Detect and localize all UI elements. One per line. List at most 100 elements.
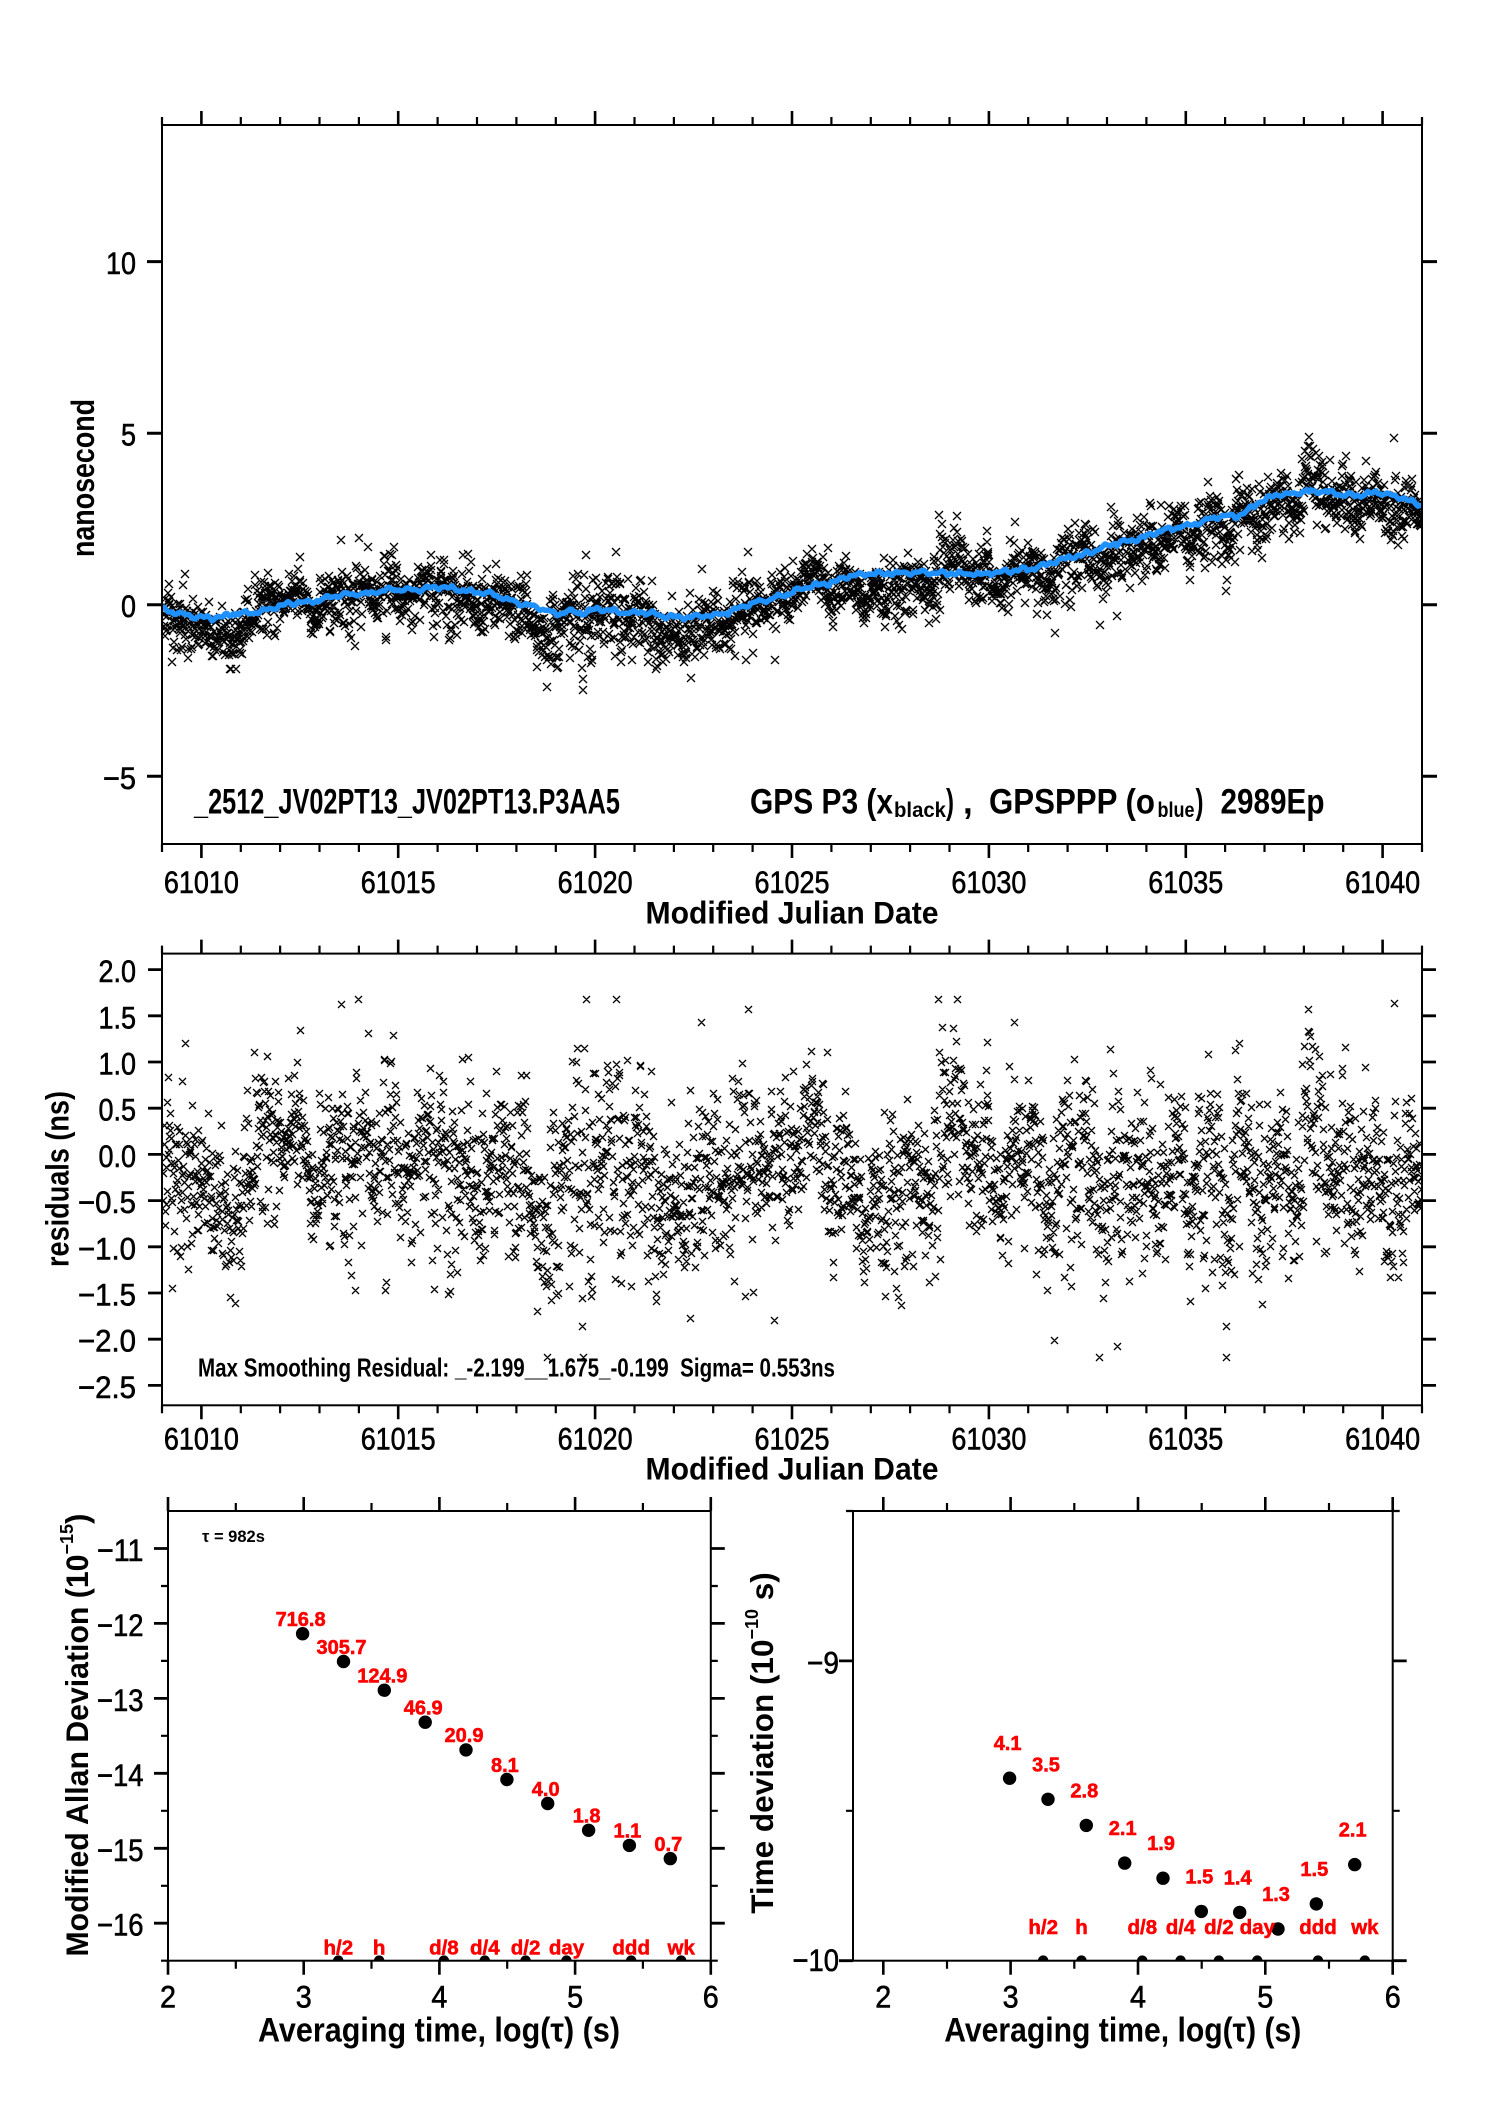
svg-text:Modified Allan Deviation (10−1: Modified Allan Deviation (10−15) — [57, 1513, 95, 1956]
svg-text:61035: 61035 — [1148, 864, 1223, 900]
svg-text:0.5: 0.5 — [99, 1092, 137, 1128]
svg-text:61025: 61025 — [755, 864, 830, 900]
svg-text:τ = 982s: τ = 982s — [202, 1528, 265, 1546]
svg-text:−1.0: −1.0 — [78, 1230, 136, 1266]
svg-text:46.9: 46.9 — [404, 1698, 443, 1720]
svg-text:Max Smoothing Residual: _-2.19: Max Smoothing Residual: _-2.199__1.675_-… — [198, 1352, 835, 1382]
svg-text:8.1: 8.1 — [491, 1755, 519, 1777]
svg-text:3: 3 — [296, 1979, 312, 2015]
svg-text:305.7: 305.7 — [316, 1637, 366, 1659]
svg-text:−13: −13 — [97, 1682, 144, 1718]
svg-text:day: day — [1240, 1916, 1276, 1939]
svg-text:2.8: 2.8 — [1070, 1780, 1098, 1802]
svg-text:2: 2 — [160, 1979, 176, 2015]
svg-text:61015: 61015 — [361, 864, 436, 900]
svg-text:Modified Julian Date: Modified Julian Date — [646, 1451, 939, 1487]
svg-text:d/4: d/4 — [1166, 1916, 1196, 1939]
svg-text:1.5: 1.5 — [1300, 1859, 1328, 1881]
svg-text:−10: −10 — [793, 1942, 840, 1978]
svg-text:1.5: 1.5 — [1185, 1866, 1213, 1888]
svg-text:d/2: d/2 — [511, 1937, 541, 1960]
svg-text:61010: 61010 — [164, 864, 239, 900]
svg-text:61030: 61030 — [951, 864, 1026, 900]
svg-text:61020: 61020 — [558, 1421, 633, 1457]
svg-text:ddd: ddd — [612, 1937, 650, 1960]
svg-text:1.3: 1.3 — [1262, 1884, 1290, 1906]
svg-text:6: 6 — [1385, 1979, 1401, 2015]
svg-text:5: 5 — [1257, 1979, 1273, 2015]
svg-text:−12: −12 — [97, 1607, 144, 1643]
svg-text:0: 0 — [121, 588, 136, 624]
svg-text:ddd: ddd — [1299, 1916, 1337, 1939]
svg-text:−16: −16 — [97, 1907, 144, 1943]
svg-text:wk: wk — [1350, 1916, 1379, 1939]
svg-text:1.1: 1.1 — [613, 1821, 641, 1843]
svg-text:5: 5 — [567, 1979, 583, 2015]
svg-text:3: 3 — [1003, 1979, 1019, 2015]
svg-text:61010: 61010 — [164, 1421, 239, 1457]
svg-text:Modified Julian Date: Modified Julian Date — [646, 895, 939, 931]
svg-text:2.0: 2.0 — [99, 953, 137, 989]
svg-text:61015: 61015 — [361, 1421, 436, 1457]
svg-text:4.1: 4.1 — [994, 1733, 1022, 1755]
svg-text:blue: blue — [1158, 798, 1195, 822]
svg-text:716.8: 716.8 — [276, 1609, 326, 1631]
svg-text:GPSPPP (o: GPSPPP (o — [989, 783, 1155, 822]
svg-text:−9: −9 — [807, 1644, 839, 1680]
svg-text:−11: −11 — [97, 1532, 144, 1568]
svg-text:nanosecond: nanosecond — [65, 399, 101, 557]
svg-text:−2.0: −2.0 — [78, 1323, 136, 1359]
svg-text:): ) — [946, 783, 954, 822]
svg-text:2989Ep: 2989Ep — [1221, 783, 1325, 822]
svg-text:−14: −14 — [97, 1757, 144, 1793]
svg-text:20.9: 20.9 — [445, 1725, 484, 1747]
svg-text:black: black — [894, 798, 946, 822]
svg-text:1.0: 1.0 — [99, 1046, 137, 1082]
svg-text:1.4: 1.4 — [1224, 1867, 1253, 1889]
svg-text:h: h — [373, 1937, 386, 1960]
svg-text:Averaging time, log(τ) (s): Averaging time, log(τ) (s) — [258, 2012, 620, 2050]
svg-text:4: 4 — [1130, 1979, 1146, 2015]
svg-text:d/8: d/8 — [429, 1937, 459, 1960]
svg-text:Time deviation (10−10 s): Time deviation (10−10 s) — [742, 1572, 780, 1914]
svg-text:1.8: 1.8 — [573, 1806, 601, 1828]
svg-text:1.9: 1.9 — [1147, 1833, 1175, 1855]
svg-text:_2512_JV02PT13_JV02PT13.P3AA5: _2512_JV02PT13_JV02PT13.P3AA5 — [193, 783, 620, 822]
svg-text:−15: −15 — [97, 1832, 144, 1868]
svg-text:,: , — [963, 783, 973, 822]
svg-text:2: 2 — [875, 1979, 891, 2015]
svg-text:61040: 61040 — [1345, 864, 1420, 900]
svg-text:day: day — [549, 1937, 585, 1960]
svg-text:d/2: d/2 — [1204, 1916, 1234, 1939]
svg-text:h/2: h/2 — [323, 1937, 353, 1960]
svg-text:10: 10 — [106, 245, 136, 281]
svg-text:0.7: 0.7 — [654, 1834, 682, 1856]
svg-text:2.1: 2.1 — [1339, 1820, 1367, 1842]
svg-text:−0.5: −0.5 — [78, 1184, 136, 1220]
svg-text:): ) — [1196, 783, 1204, 822]
svg-text:h/2: h/2 — [1028, 1916, 1058, 1939]
svg-text:6: 6 — [703, 1979, 719, 2015]
svg-text:5: 5 — [121, 417, 136, 453]
svg-text:1.5: 1.5 — [99, 999, 137, 1035]
svg-text:−2.5: −2.5 — [78, 1369, 136, 1405]
svg-text:wk: wk — [667, 1937, 696, 1960]
svg-text:GPS P3 (x: GPS P3 (x — [750, 783, 893, 822]
svg-text:61035: 61035 — [1148, 1421, 1223, 1457]
svg-text:0.0: 0.0 — [99, 1138, 137, 1174]
svg-text:h: h — [1075, 1916, 1088, 1939]
svg-text:61030: 61030 — [951, 1421, 1026, 1457]
svg-text:3.5: 3.5 — [1032, 1754, 1060, 1776]
svg-text:4: 4 — [431, 1979, 447, 2015]
svg-text:−5: −5 — [103, 760, 136, 796]
svg-text:61020: 61020 — [558, 864, 633, 900]
svg-text:61040: 61040 — [1345, 1421, 1420, 1457]
svg-text:d/8: d/8 — [1127, 1916, 1157, 1939]
svg-text:124.9: 124.9 — [357, 1666, 407, 1688]
svg-text:d/4: d/4 — [470, 1937, 500, 1960]
svg-text:61025: 61025 — [755, 1421, 830, 1457]
svg-text:4.0: 4.0 — [532, 1779, 560, 1801]
svg-text:Averaging time, log(τ) (s): Averaging time, log(τ) (s) — [944, 2012, 1301, 2050]
svg-text:−1.5: −1.5 — [78, 1277, 136, 1313]
svg-text:2.1: 2.1 — [1109, 1818, 1137, 1840]
